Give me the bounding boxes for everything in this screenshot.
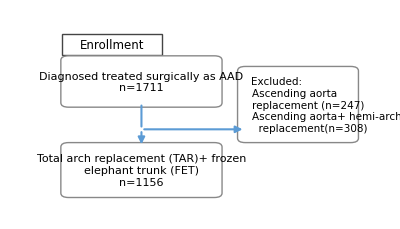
FancyBboxPatch shape <box>62 35 162 56</box>
FancyBboxPatch shape <box>238 67 358 143</box>
Text: Excluded:
Ascending aorta
replacement (n=247)
Ascending aorta+ hemi-arch
  repla: Excluded: Ascending aorta replacement (n… <box>252 77 400 133</box>
Text: Diagnosed treated surgically as AAD
n=1711: Diagnosed treated surgically as AAD n=17… <box>39 71 244 93</box>
FancyBboxPatch shape <box>61 57 222 108</box>
FancyBboxPatch shape <box>61 143 222 198</box>
Text: Enrollment: Enrollment <box>80 39 144 52</box>
Text: Total arch replacement (TAR)+ frozen
elephant trunk (FET)
n=1156: Total arch replacement (TAR)+ frozen ele… <box>37 154 246 187</box>
